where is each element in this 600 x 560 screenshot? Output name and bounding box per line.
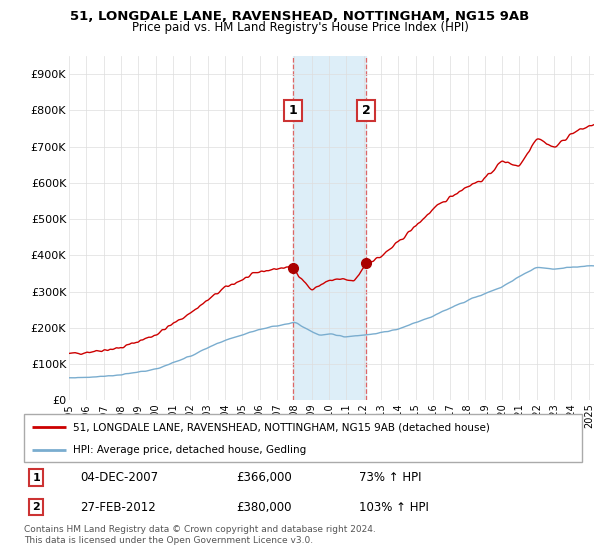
- Text: 51, LONGDALE LANE, RAVENSHEAD, NOTTINGHAM, NG15 9AB: 51, LONGDALE LANE, RAVENSHEAD, NOTTINGHA…: [70, 10, 530, 23]
- Text: 2: 2: [362, 104, 371, 117]
- Text: 51, LONGDALE LANE, RAVENSHEAD, NOTTINGHAM, NG15 9AB (detached house): 51, LONGDALE LANE, RAVENSHEAD, NOTTINGHA…: [73, 422, 490, 432]
- Text: £366,000: £366,000: [236, 471, 292, 484]
- Text: Price paid vs. HM Land Registry's House Price Index (HPI): Price paid vs. HM Land Registry's House …: [131, 21, 469, 34]
- Text: 1: 1: [289, 104, 297, 117]
- Text: 103% ↑ HPI: 103% ↑ HPI: [359, 501, 428, 514]
- Text: Contains HM Land Registry data © Crown copyright and database right 2024.
This d: Contains HM Land Registry data © Crown c…: [24, 525, 376, 545]
- Bar: [293, 56, 366, 400]
- Text: £380,000: £380,000: [236, 501, 292, 514]
- Text: 2: 2: [32, 502, 40, 512]
- Text: HPI: Average price, detached house, Gedling: HPI: Average price, detached house, Gedl…: [73, 445, 307, 455]
- Text: 73% ↑ HPI: 73% ↑ HPI: [359, 471, 421, 484]
- Text: 27-FEB-2012: 27-FEB-2012: [80, 501, 155, 514]
- Text: 04-DEC-2007: 04-DEC-2007: [80, 471, 158, 484]
- Text: 1: 1: [32, 473, 40, 483]
- FancyBboxPatch shape: [24, 414, 582, 462]
